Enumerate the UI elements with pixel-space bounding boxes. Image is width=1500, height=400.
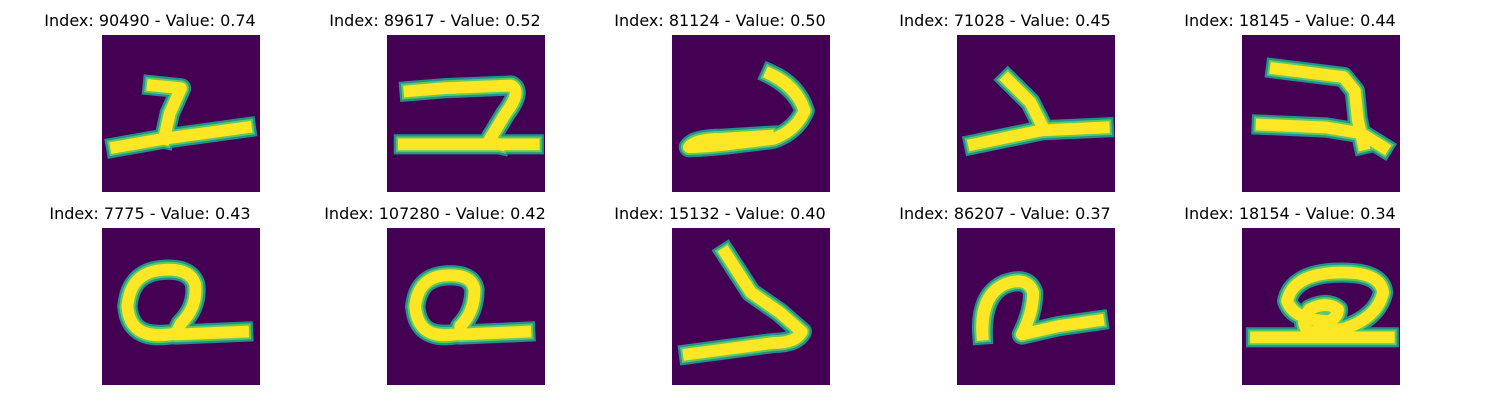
digit-image-svg — [387, 228, 545, 385]
digit-image — [957, 228, 1115, 385]
panel-title: Index: 81124 - Value: 0.50 — [614, 11, 826, 30]
panel-title: Index: 18154 - Value: 0.34 — [1184, 204, 1396, 223]
digit-stroke — [1250, 266, 1395, 344]
digit-image — [957, 35, 1115, 192]
grid-cell: Index: 90490 - Value: 0.74 — [0, 0, 300, 192]
digit-stroke — [976, 275, 1105, 341]
digit-stroke — [966, 71, 1110, 152]
digit-image — [387, 35, 545, 192]
digit-image — [1242, 228, 1400, 385]
digit-image — [102, 228, 260, 385]
digit-image-svg — [102, 35, 260, 192]
digit-image-svg — [1242, 35, 1400, 192]
panel-title: Index: 90490 - Value: 0.74 — [44, 11, 256, 30]
grid-cell: Index: 86207 - Value: 0.37 — [855, 193, 1155, 385]
panel-title: Index: 107280 - Value: 0.42 — [324, 204, 546, 223]
digit-image-svg — [957, 228, 1115, 385]
digit-image-svg — [387, 35, 545, 192]
panel-title: Index: 7775 - Value: 0.43 — [49, 204, 251, 223]
panel-title: Index: 15132 - Value: 0.40 — [614, 204, 826, 223]
digit-image — [1242, 35, 1400, 192]
grid-cell: Index: 15132 - Value: 0.40 — [570, 193, 870, 385]
panel-title: Index: 71028 - Value: 0.45 — [899, 11, 1111, 30]
digit-image-svg — [102, 228, 260, 385]
grid-cell: Index: 18154 - Value: 0.34 — [1140, 193, 1440, 385]
grid-cell: Index: 81124 - Value: 0.50 — [570, 0, 870, 192]
digit-image-svg — [672, 35, 830, 192]
grid-cell: Index: 89617 - Value: 0.52 — [285, 0, 585, 192]
digit-image-svg — [1242, 228, 1400, 385]
panel-title: Index: 86207 - Value: 0.37 — [899, 204, 1111, 223]
digit-stroke — [409, 269, 532, 342]
digit-stroke — [1255, 62, 1392, 156]
digit-stroke — [682, 245, 808, 361]
grid-cell: Index: 107280 - Value: 0.42 — [285, 193, 585, 385]
digit-image — [672, 35, 830, 192]
digit-image-svg — [672, 228, 830, 385]
panel-title: Index: 89617 - Value: 0.52 — [329, 11, 541, 30]
digit-stroke — [109, 79, 253, 154]
digit-image — [387, 228, 545, 385]
grid-cell: Index: 18145 - Value: 0.44 — [1140, 0, 1440, 192]
digit-stroke — [683, 66, 811, 154]
digit-stroke — [398, 79, 540, 152]
panel-title: Index: 18145 - Value: 0.44 — [1184, 11, 1396, 30]
digit-image — [672, 228, 830, 385]
digit-stroke — [121, 263, 250, 342]
grid-cell: Index: 71028 - Value: 0.45 — [855, 0, 1155, 192]
grid-cell: Index: 7775 - Value: 0.43 — [0, 193, 300, 385]
digit-image-svg — [957, 35, 1115, 192]
digit-image — [102, 35, 260, 192]
